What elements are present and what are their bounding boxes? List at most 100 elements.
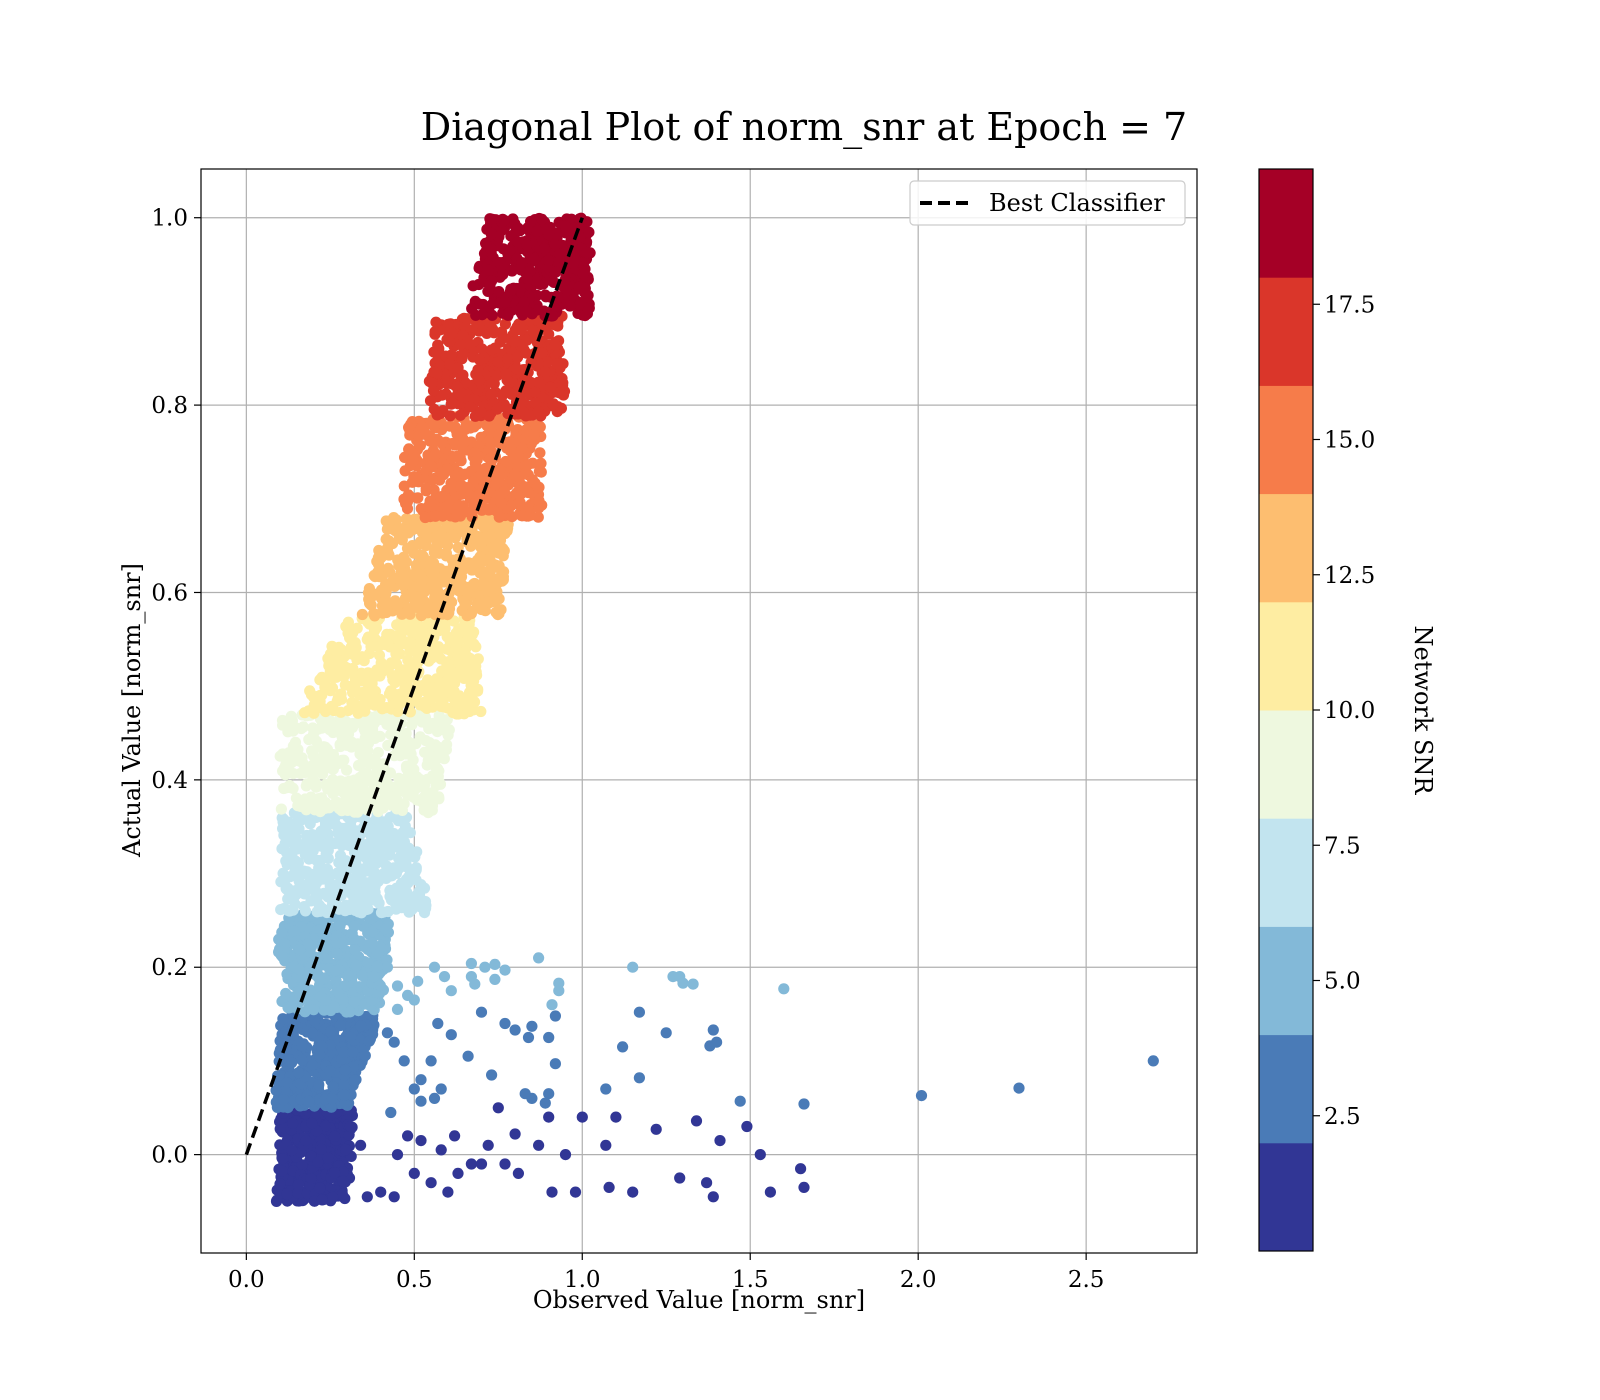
scatter-point [462, 482, 474, 494]
scatter-point [339, 905, 351, 917]
scatter-point [312, 1156, 324, 1168]
scatter-band-9 [466, 212, 596, 322]
scatter-point [610, 1111, 622, 1123]
scatter-point [383, 539, 395, 552]
scatter-point [404, 744, 416, 756]
scatter-point [374, 979, 386, 992]
y-tick-label: 0.2 [151, 955, 188, 981]
scatter-point [345, 1031, 357, 1043]
scatter-point [421, 759, 433, 771]
scatter-point [377, 870, 389, 882]
scatter-point [457, 329, 469, 341]
scatter-point [340, 725, 352, 737]
scatter-point [416, 421, 428, 433]
scatter-points [270, 212, 1159, 1207]
scatter-point [499, 1017, 511, 1030]
scatter-point [347, 1046, 359, 1058]
scatter-point [396, 889, 408, 902]
scatter-point [322, 838, 334, 850]
scatter-point [489, 958, 501, 971]
scatter-point [407, 754, 419, 766]
scatter-point [398, 493, 410, 505]
scatter-point [677, 977, 689, 989]
scatter-point [316, 722, 328, 734]
scatter-point [442, 1186, 454, 1198]
scatter-point [452, 708, 464, 720]
scatter-point [475, 406, 487, 418]
scatter-point [316, 1194, 328, 1206]
scatter-point [494, 463, 506, 475]
scatter-point [371, 892, 383, 905]
scatter-point [415, 1095, 427, 1107]
scatter-point [296, 879, 308, 891]
scatter-point [362, 737, 375, 749]
scatter-point [501, 374, 513, 386]
scatter-point [560, 221, 572, 233]
scatter-point [414, 439, 426, 452]
scatter-point [690, 1115, 703, 1127]
scatter-point [282, 818, 294, 830]
scatter-point [376, 551, 388, 563]
scatter-point [331, 948, 343, 960]
scatter-point [447, 397, 459, 410]
scatter-point [387, 723, 399, 736]
scatter-band-7 [398, 410, 548, 524]
scatter-point [445, 1029, 457, 1041]
scatter-point [418, 804, 430, 816]
scatter-point [425, 460, 437, 472]
scatter-point [305, 689, 318, 701]
scatter-point [362, 957, 374, 969]
scatter-point [398, 827, 410, 839]
scatter-point [282, 761, 294, 773]
scatter-point [325, 869, 337, 881]
scatter-point [274, 750, 286, 762]
scatter-point [377, 906, 390, 918]
scatter-point [389, 897, 402, 909]
scatter-point [326, 800, 338, 812]
scatter-point [754, 1149, 766, 1161]
scatter-point [282, 893, 294, 905]
scatter-point [539, 366, 552, 378]
scatter-point [474, 567, 486, 579]
scatter-point [660, 1027, 672, 1039]
scatter-point [531, 225, 544, 237]
scatter-point [288, 925, 300, 937]
scatter-point [319, 762, 331, 774]
scatter-point [388, 1036, 400, 1048]
scatter-point [521, 305, 533, 317]
scatter-point [550, 266, 562, 278]
scatter-point [508, 336, 520, 348]
scatter-point [292, 1187, 304, 1199]
colorbar-ticks: 2.5 5.0 7.5 10.0 12.5 15.0 17.5 [1313, 292, 1375, 1130]
scatter-point [532, 481, 544, 493]
scatter-point [471, 598, 483, 610]
scatter-point [347, 717, 359, 730]
scatter-point [329, 1130, 341, 1142]
colorbar-segments [1259, 169, 1313, 1252]
scatter-point [472, 653, 484, 665]
scatter-point [375, 657, 387, 669]
scatter-point [373, 822, 386, 835]
scatter-point [370, 588, 382, 600]
scatter-point [447, 327, 459, 339]
colorbar-segment [1259, 493, 1313, 603]
scatter-point [418, 700, 431, 713]
scatter-point [306, 1117, 318, 1130]
colorbar: 2.5 5.0 7.5 10.0 12.5 15.0 17.5 Network SNR [1258, 168, 1437, 1252]
scatter-point [270, 1084, 282, 1096]
scatter-point [328, 1001, 340, 1013]
scatter-point [352, 895, 364, 907]
scatter-point [318, 741, 330, 753]
scatter-point [485, 570, 497, 582]
scatter-point [357, 850, 370, 862]
scatter-point [323, 656, 335, 669]
scatter-point [319, 816, 332, 829]
scatter-point [341, 739, 353, 751]
scatter-point [503, 307, 515, 319]
scatter-point [364, 865, 376, 877]
scatter-point [333, 641, 345, 654]
scatter-point [532, 405, 544, 418]
x-tick-label: 2.0 [900, 1267, 937, 1293]
scatter-point [304, 985, 316, 997]
